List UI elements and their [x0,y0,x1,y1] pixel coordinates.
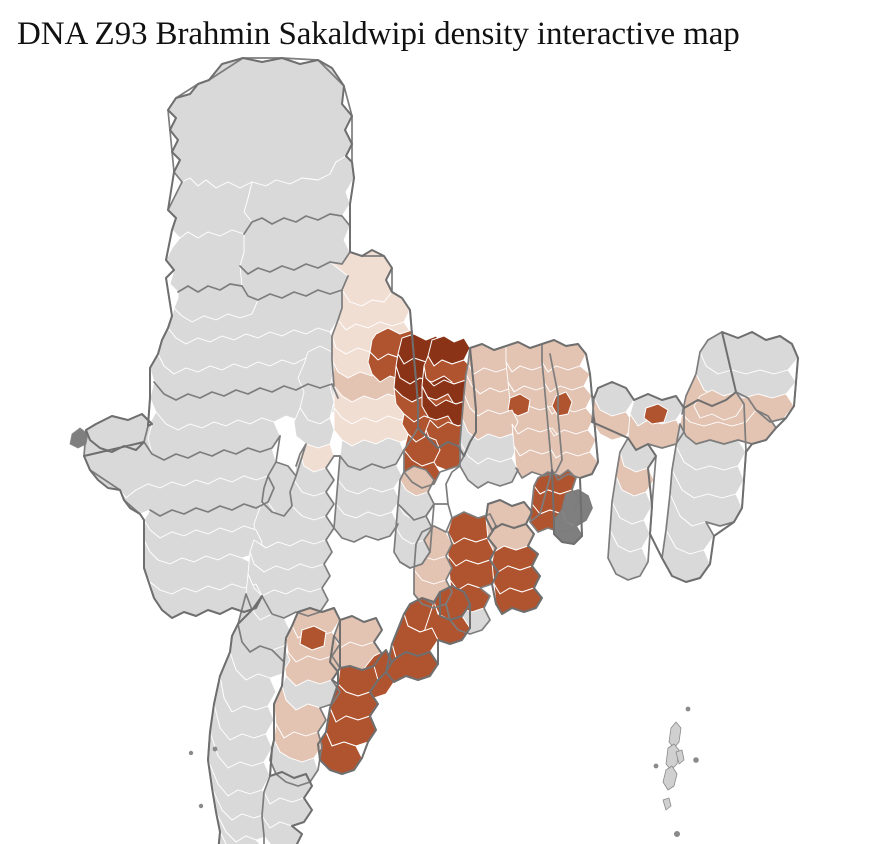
island-area[interactable] [675,749,685,765]
district-area[interactable] [215,811,264,844]
island-area[interactable] [668,721,682,749]
island-area[interactable] [662,765,678,791]
island-dot[interactable] [685,706,691,712]
district-area[interactable] [693,389,745,421]
region-lakshadweep[interactable] [188,746,218,809]
island-dot[interactable] [693,757,699,763]
region-south-india[interactable] [207,759,313,844]
island-area[interactable] [69,427,89,449]
region-rajasthan[interactable] [149,289,343,431]
region-northeast-india[interactable] [591,331,799,583]
island-dot[interactable] [212,746,218,752]
island-dot[interactable] [188,750,194,756]
island-dot[interactable] [198,803,204,809]
region-maharashtra[interactable] [143,501,335,621]
region-andaman-nicobar[interactable] [653,706,718,844]
island-dot[interactable] [653,763,659,769]
island-dot[interactable] [674,831,681,838]
country-boundary [83,57,799,844]
map-canvas[interactable] [0,52,881,844]
region-jammu-kashmir[interactable] [167,57,355,239]
district-area-hot[interactable] [643,403,669,425]
region-karnataka[interactable] [207,623,291,797]
district-area[interactable] [165,229,249,293]
district-area[interactable] [167,57,353,189]
india-choropleth-svg[interactable] [0,52,881,844]
district-area-hot[interactable] [507,393,531,417]
district-area-hot[interactable] [551,391,573,417]
island-area[interactable] [662,797,672,811]
district-area-hot[interactable] [299,625,327,651]
region-jharkhand[interactable] [459,393,563,489]
region-central-india[interactable] [261,437,435,569]
island-area[interactable] [665,743,680,771]
page-title: DNA Z93 Brahmin Sakaldwipi density inter… [17,16,740,52]
